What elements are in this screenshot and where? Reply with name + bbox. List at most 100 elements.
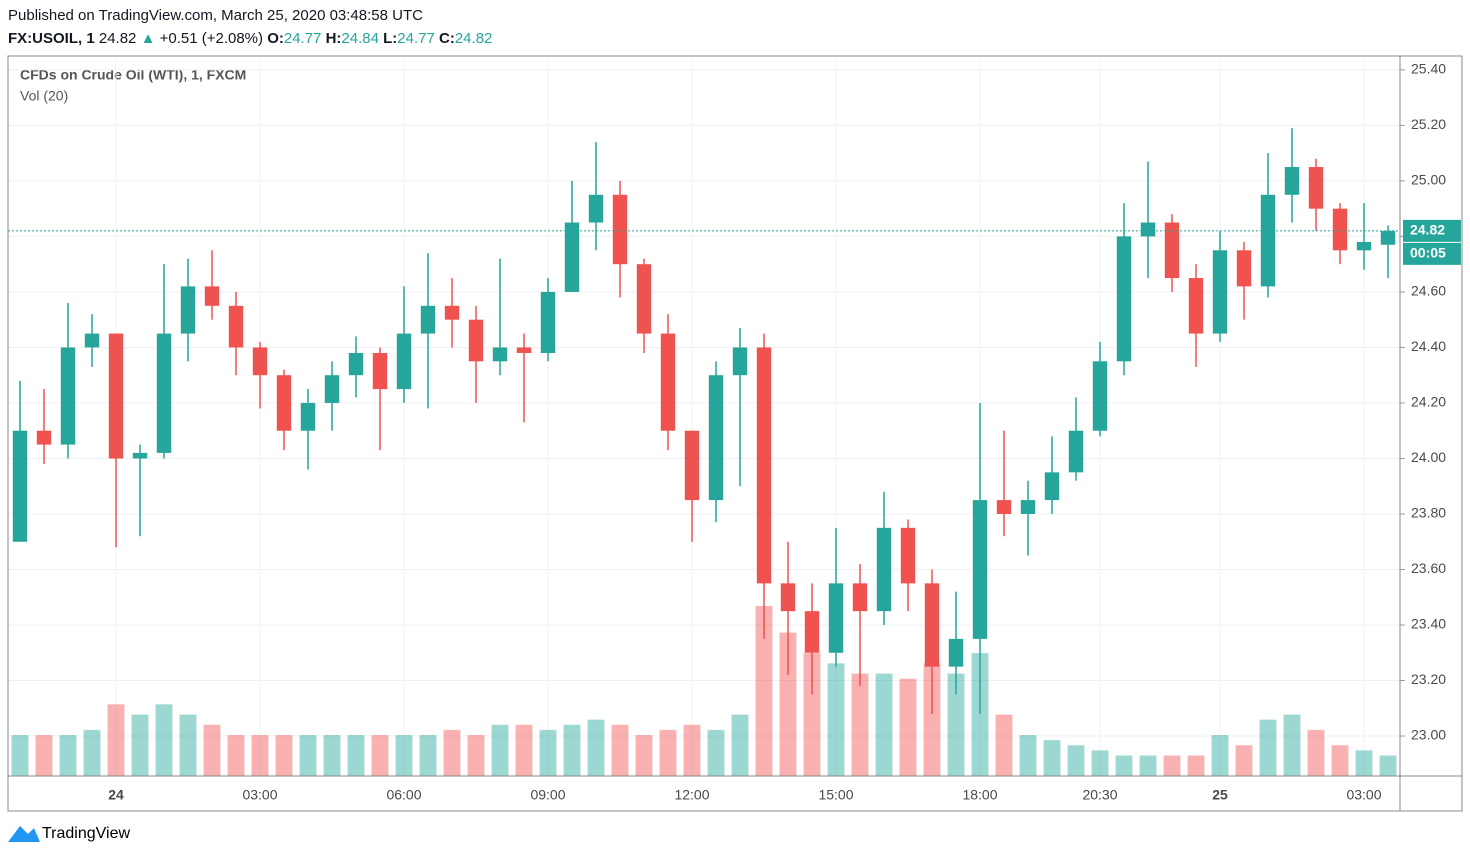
candle-body: [684, 430, 700, 501]
candle-body: [1260, 194, 1276, 287]
value: 24.82: [454, 30, 493, 47]
volume-bar: [11, 735, 29, 776]
volume-bar: [875, 673, 893, 776]
candle-body: [948, 638, 964, 667]
candle-body: [780, 583, 796, 612]
candle-body: [348, 352, 364, 376]
candle-body: [84, 333, 100, 348]
y-tick-label: 24.20: [1411, 394, 1446, 410]
candle-body: [1164, 222, 1180, 279]
x-tick-label: 20:30: [1082, 787, 1117, 803]
candle-body: [180, 286, 196, 334]
candle-body: [1332, 208, 1348, 251]
last-price-label: 24.82: [1410, 222, 1445, 238]
x-tick-label: 24: [108, 787, 124, 803]
value: 24.77: [397, 30, 435, 47]
candle-body: [1236, 250, 1252, 287]
x-tick-label: 15:00: [818, 787, 853, 803]
x-tick-label: 06:00: [386, 787, 421, 803]
volume-bar: [1331, 745, 1349, 776]
countdown-box: [1403, 242, 1461, 265]
y-tick-label: 25.20: [1411, 116, 1446, 132]
volume-bar: [1067, 745, 1085, 776]
candle-body: [300, 402, 316, 431]
candle-body: [732, 347, 748, 376]
volume-bar: [419, 735, 437, 776]
candle-body: [1140, 222, 1156, 237]
x-tick-label: 18:00: [962, 787, 997, 803]
value: 24.77: [283, 30, 322, 47]
volume-bar: [1187, 755, 1205, 776]
volume-bar: [1091, 750, 1109, 776]
volume-bar: [659, 729, 677, 776]
volume-bar: [947, 673, 965, 776]
volume-bar: [35, 735, 53, 776]
logo: TradingView: [8, 825, 130, 842]
candle-body: [156, 333, 172, 453]
candle-body: [876, 527, 892, 612]
volume-bar: [995, 714, 1013, 776]
candle-body: [1188, 278, 1204, 334]
volume-bar: [563, 724, 581, 776]
candle-body: [852, 583, 868, 612]
volume-bar: [83, 729, 101, 776]
candle-body: [372, 352, 388, 390]
candle-body: [756, 347, 772, 584]
volume-bar: [131, 714, 149, 776]
candle-body: [252, 347, 268, 376]
change: +0.51 (+2.08%): [159, 30, 264, 47]
volume-bar: [371, 735, 389, 776]
volume-bar: [899, 678, 917, 776]
y-tick-label: 23.20: [1411, 671, 1446, 687]
candle-body: [1044, 472, 1060, 501]
x-tick-label: 03:00: [1346, 787, 1381, 803]
candle-body: [1356, 241, 1372, 251]
volume-bar: [539, 729, 557, 776]
candle-body: [1092, 361, 1108, 431]
volume-bar: [227, 735, 245, 776]
volume-bar: [707, 729, 725, 776]
volume-bar: [467, 735, 485, 776]
candle-body: [132, 452, 148, 459]
volume-bar: [491, 724, 509, 776]
candle-body: [468, 319, 484, 362]
volume-bar: [443, 729, 461, 776]
candle-body: [420, 305, 436, 334]
volume-bar: [155, 704, 173, 776]
countdown: 00:05: [1410, 245, 1446, 261]
volume-bar: [971, 653, 989, 776]
candle-body: [540, 291, 556, 353]
volume-bar: [251, 735, 269, 776]
candle-body: [444, 305, 460, 320]
y-tick-label: 23.60: [1411, 560, 1446, 576]
candle-body: [1380, 230, 1396, 245]
candle-body: [900, 527, 916, 584]
volume-bar: [203, 724, 221, 776]
volume-bar: [299, 735, 317, 776]
brand: TradingView: [42, 825, 130, 842]
candle-body: [612, 194, 628, 265]
candle-body: [924, 583, 940, 667]
volume-bar: [1355, 750, 1373, 776]
x-tick-label: 09:00: [530, 787, 565, 803]
volume-bar: [323, 735, 341, 776]
volume-bar: [1163, 755, 1181, 776]
volume-bar: [1259, 719, 1277, 776]
volume-bar: [611, 724, 629, 776]
volume-bar: [635, 735, 653, 776]
candle-body: [1284, 167, 1300, 195]
candle-body: [1212, 250, 1228, 334]
y-tick-label: 25.40: [1411, 61, 1446, 77]
candle-body: [804, 611, 820, 653]
candle-body: [708, 375, 724, 501]
y-tick-label: 23.40: [1411, 616, 1446, 632]
volume-bar: [683, 724, 701, 776]
symbol: FX:USOIL, 1: [8, 30, 95, 47]
volume-bar: [587, 719, 605, 776]
y-tick-label: 23.80: [1411, 505, 1446, 521]
volume-bar: [827, 663, 845, 776]
candle-body: [1116, 236, 1132, 362]
x-tick-label: 25: [1212, 787, 1228, 803]
